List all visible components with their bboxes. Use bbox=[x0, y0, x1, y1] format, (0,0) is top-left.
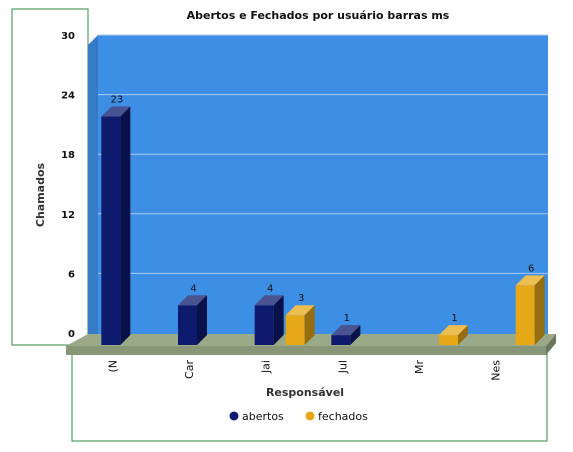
data-label-abertos-1: 4 bbox=[190, 283, 196, 294]
data-label-abertos-2: 4 bbox=[267, 283, 273, 294]
bar-top-abertos-1 bbox=[178, 295, 207, 306]
legend: abertos fechados bbox=[229, 410, 368, 423]
floor-front bbox=[66, 346, 546, 355]
x-tick-label: Car bbox=[183, 360, 196, 379]
bar-side-abertos-1 bbox=[197, 295, 207, 345]
plot-background bbox=[88, 35, 548, 345]
y-axis-ticks: 0 6 12 18 24 30 bbox=[61, 31, 75, 340]
x-tick-label: Jai bbox=[260, 360, 273, 374]
data-label-fechados-5: 6 bbox=[528, 263, 534, 274]
bar-abertos-1 bbox=[178, 305, 197, 345]
y-tick-label: 0 bbox=[68, 329, 75, 340]
bar-top-abertos-2 bbox=[254, 295, 284, 306]
bar-side-abertos-3 bbox=[350, 325, 361, 345]
bar-fechados-2 bbox=[285, 315, 305, 345]
plot-side-wall bbox=[88, 35, 98, 345]
x-tick-label: Mr bbox=[413, 360, 426, 374]
bar-side-fechados-4 bbox=[458, 325, 468, 345]
y-tick-label: 30 bbox=[61, 31, 75, 42]
y-tick-label: 18 bbox=[61, 150, 75, 161]
y-axis-title: Chamados bbox=[34, 162, 47, 227]
bar-side-fechados-5 bbox=[534, 275, 545, 345]
bar-top-fechados-4 bbox=[439, 325, 468, 336]
data-label-abertos-0: 23 bbox=[110, 95, 123, 106]
x-axis-ticks: (N Car Jai Jul Mr Nes bbox=[106, 360, 502, 381]
bar-fechados-5 bbox=[515, 285, 535, 345]
data-labels: 23 4 4 3 1 1 6 bbox=[110, 95, 534, 325]
legend-swatch-abertos bbox=[229, 411, 239, 421]
x-axis-title: Responsável bbox=[266, 386, 344, 399]
bar-fechados-4 bbox=[439, 335, 458, 345]
y-tick-label: 12 bbox=[61, 210, 75, 221]
chart-title: Abertos e Fechados por usuário barras ms bbox=[187, 9, 450, 22]
bar-abertos-0 bbox=[101, 116, 121, 346]
bar-top-fechados-2 bbox=[285, 305, 315, 316]
bar-top-abertos-3 bbox=[331, 325, 361, 336]
x-tick-label: Nes bbox=[490, 360, 503, 381]
y-tick-label: 24 bbox=[61, 91, 75, 102]
data-label-abertos-3: 1 bbox=[344, 313, 350, 324]
bar-abertos-3 bbox=[331, 335, 351, 345]
legend-swatch-fechados bbox=[305, 411, 315, 421]
bar-top-fechados-5 bbox=[515, 275, 545, 286]
legend-label-abertos: abertos bbox=[242, 410, 284, 423]
plot-wall bbox=[98, 35, 548, 335]
yaxis-frame bbox=[11, 8, 89, 346]
bars bbox=[101, 106, 545, 346]
bar-side-abertos-0 bbox=[120, 106, 131, 346]
bar-abertos-2 bbox=[254, 305, 274, 345]
floor-side bbox=[546, 334, 556, 355]
y-tick-label: 6 bbox=[68, 269, 75, 280]
legend-label-fechados: fechados bbox=[318, 410, 368, 423]
data-label-fechados-4: 1 bbox=[451, 313, 457, 324]
x-tick-label: Jul bbox=[336, 360, 349, 374]
grid bbox=[98, 34, 548, 274]
bar-side-fechados-2 bbox=[304, 305, 315, 345]
bar-top-abertos-0 bbox=[101, 106, 131, 117]
data-label-fechados-2: 3 bbox=[298, 293, 304, 304]
bar-side-abertos-2 bbox=[273, 295, 284, 345]
x-tick-label: (N bbox=[106, 360, 119, 373]
